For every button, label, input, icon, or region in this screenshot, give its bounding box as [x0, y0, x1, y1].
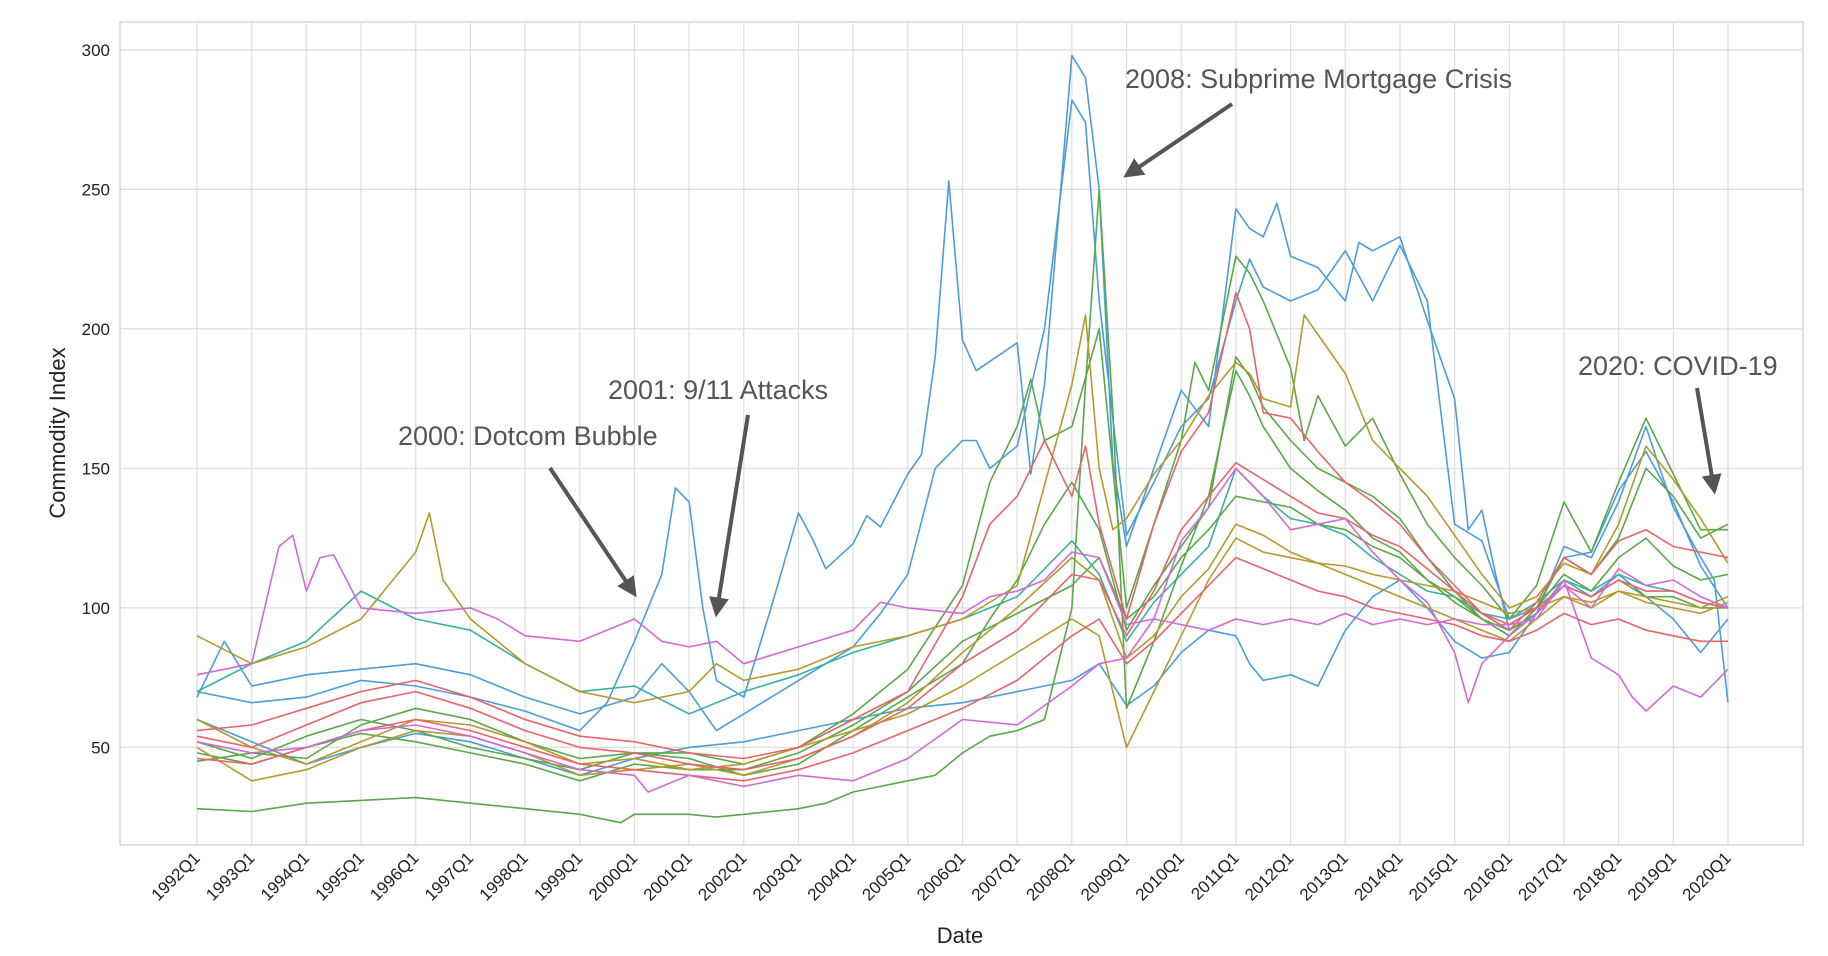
x-tick-label: 2008Q1 [1022, 848, 1078, 904]
x-tick-label: 2015Q1 [1405, 848, 1461, 904]
x-tick-label: 2012Q1 [1241, 848, 1297, 904]
x-tick-label: 1993Q1 [202, 848, 258, 904]
x-tick-label: 2011Q1 [1187, 848, 1242, 903]
x-tick-label: 1997Q1 [421, 848, 477, 904]
y-axis-ticks: 50 100 150 200 250 300 [82, 41, 110, 757]
x-tick-label: 2020Q1 [1679, 848, 1735, 904]
series-line-7 [196, 356, 1729, 777]
y-tick-label: 100 [82, 599, 110, 618]
series-line-16 [196, 467, 1729, 793]
annotation-label: 2020: COVID-19 [1578, 351, 1778, 381]
plot-area [119, 21, 1804, 846]
annotation-label: 2008: Subprime Mortgage Crisis [1125, 64, 1512, 94]
x-tick-label: 2009Q1 [1077, 848, 1133, 904]
y-tick-label: 50 [91, 738, 110, 757]
x-tick-label: 2019Q1 [1624, 848, 1680, 904]
x-tick-label: 2005Q1 [858, 848, 914, 904]
x-tick-label: 2001Q1 [640, 848, 696, 904]
series-line-1 [196, 54, 1729, 732]
x-tick-label: 2007Q1 [968, 848, 1024, 904]
gridlines [120, 22, 1803, 845]
annotation-label: 2000: Dotcom Bubble [398, 421, 658, 451]
x-axis-label: Date [937, 923, 983, 948]
annotations: 2000: Dotcom Bubble 2001: 9/11 Attacks 200… [398, 64, 1778, 618]
annotation-arrow [709, 414, 750, 618]
series-line-9 [196, 314, 1729, 704]
x-tick-label: 1995Q1 [312, 848, 368, 904]
y-tick-label: 200 [82, 320, 110, 339]
x-tick-label: 2013Q1 [1296, 848, 1352, 904]
series-line-14 [196, 556, 1728, 782]
y-tick-label: 150 [82, 459, 110, 478]
x-axis-ticks: 1992Q11993Q11994Q11995Q11996Q11997Q11998… [148, 848, 1735, 904]
series-line-11 [196, 523, 1729, 782]
annotation-arrow [1695, 387, 1722, 495]
x-tick-label: 2017Q1 [1515, 848, 1571, 904]
series-line-2 [196, 99, 1729, 732]
y-axis-label: Commodity Index [45, 347, 70, 518]
x-tick-label: 1994Q1 [257, 848, 313, 904]
series-lines [196, 54, 1729, 824]
x-tick-label: 2000Q1 [585, 848, 641, 904]
x-tick-label: 2010Q1 [1132, 848, 1188, 904]
x-tick-label: 1992Q1 [148, 848, 204, 904]
x-tick-label: 2014Q1 [1351, 848, 1407, 904]
annotation-label: 2001: 9/11 Attacks [608, 375, 828, 405]
series-line-15 [196, 534, 1729, 712]
x-tick-label: 2003Q1 [749, 848, 805, 904]
series-line-12 [196, 291, 1729, 760]
x-tick-label: 2006Q1 [913, 848, 969, 904]
x-tick-label: 1998Q1 [476, 848, 532, 904]
x-tick-label: 2016Q1 [1460, 848, 1516, 904]
x-tick-label: 1996Q1 [366, 848, 422, 904]
y-tick-label: 300 [82, 41, 110, 60]
x-tick-label: 1999Q1 [530, 848, 586, 904]
annotation-arrow [1123, 102, 1234, 178]
x-tick-label: 2002Q1 [694, 848, 750, 904]
x-tick-label: 2004Q1 [804, 848, 860, 904]
x-tick-label: 2018Q1 [1569, 848, 1625, 904]
series-line-13 [196, 462, 1729, 771]
annotation-arrow [548, 466, 637, 598]
y-tick-label: 250 [82, 180, 110, 199]
